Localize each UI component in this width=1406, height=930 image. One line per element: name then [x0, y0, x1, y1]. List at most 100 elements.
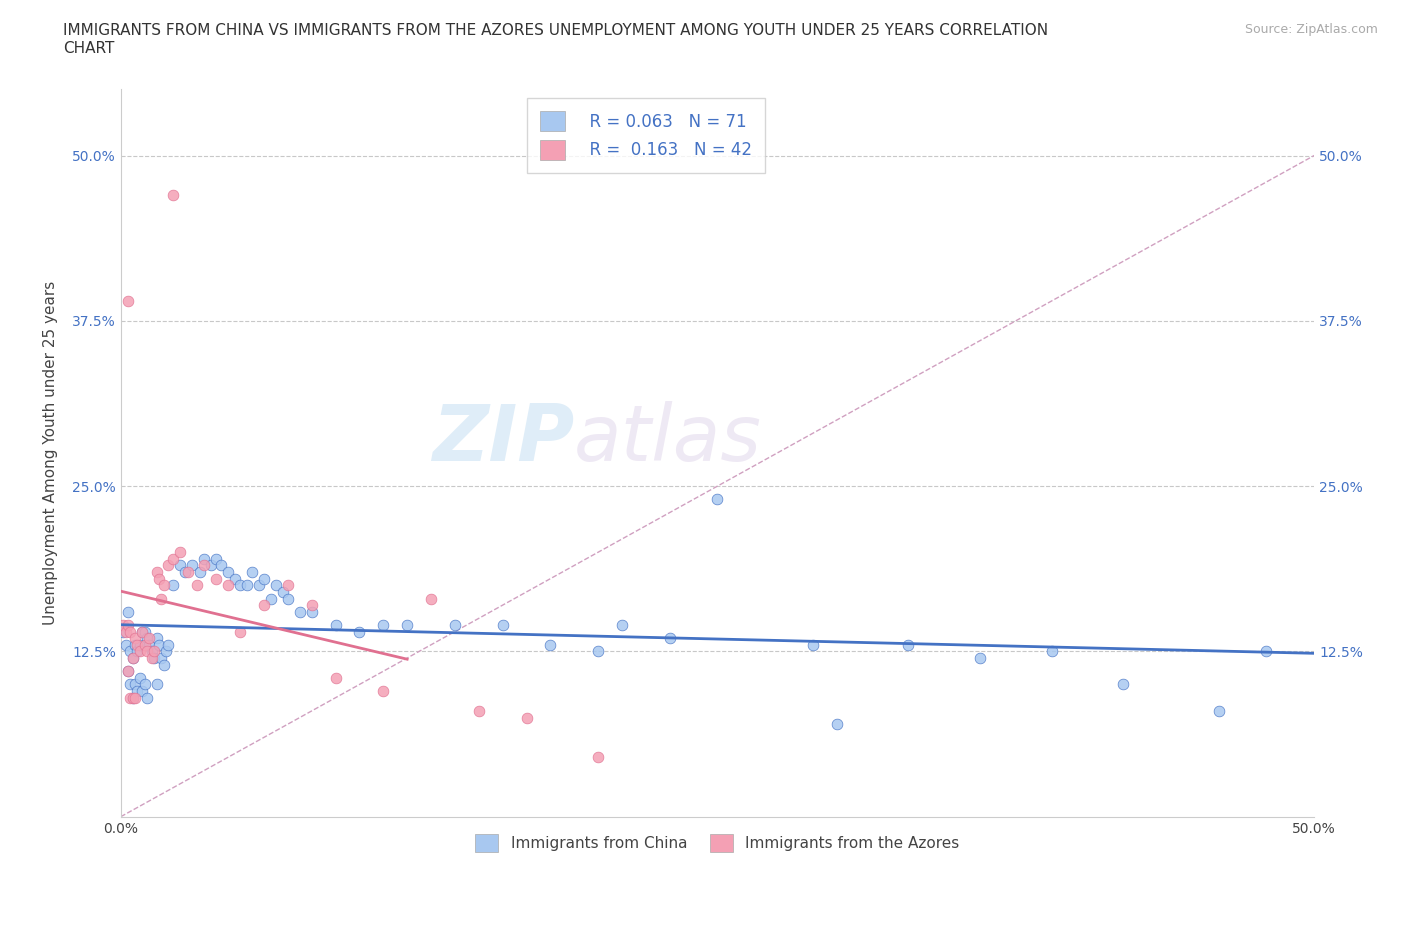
Point: [117, 664, 139, 679]
Point: [658, 631, 681, 645]
Point: [162, 551, 184, 566]
Point: [128, 671, 150, 685]
Point: [897, 637, 920, 652]
Point: [131, 624, 153, 639]
Point: [288, 604, 311, 619]
Point: [240, 565, 263, 579]
Point: [801, 637, 824, 652]
Point: [131, 684, 153, 698]
Point: [117, 294, 139, 309]
Point: [134, 624, 156, 639]
Point: [121, 690, 143, 705]
Point: [148, 637, 170, 652]
Point: [120, 644, 142, 658]
Point: [205, 571, 228, 586]
Point: [205, 551, 228, 566]
Point: [209, 558, 232, 573]
Point: [141, 644, 163, 658]
Point: [271, 584, 294, 599]
Point: [200, 558, 222, 573]
Point: [162, 188, 184, 203]
Point: [420, 591, 443, 606]
Point: [112, 624, 135, 639]
Point: [152, 658, 174, 672]
Point: [136, 631, 159, 645]
Point: [224, 571, 246, 586]
Point: [131, 624, 153, 639]
Point: [150, 651, 173, 666]
Point: [586, 750, 609, 764]
Point: [1208, 703, 1230, 718]
Point: [260, 591, 283, 606]
Point: [124, 637, 146, 652]
Point: [264, 578, 287, 592]
Point: [176, 565, 198, 579]
Point: [117, 604, 139, 619]
Point: [825, 717, 848, 732]
Point: [515, 711, 537, 725]
Point: [127, 644, 149, 658]
Point: [373, 618, 395, 632]
Point: [120, 677, 142, 692]
Point: [121, 651, 143, 666]
Point: [396, 618, 419, 632]
Point: [114, 624, 136, 639]
Point: [277, 578, 299, 592]
Point: [188, 565, 211, 579]
Point: [610, 618, 633, 632]
Point: [127, 637, 149, 652]
Point: [128, 637, 150, 652]
Point: [120, 624, 142, 639]
Point: [538, 637, 561, 652]
Point: [373, 684, 395, 698]
Y-axis label: Unemployment Among Youth under 25 years: Unemployment Among Youth under 25 years: [44, 281, 58, 625]
Point: [134, 637, 156, 652]
Text: atlas: atlas: [574, 401, 762, 476]
Point: [301, 604, 323, 619]
Point: [145, 631, 167, 645]
Point: [169, 558, 191, 573]
Point: [145, 677, 167, 692]
Point: [114, 637, 136, 652]
Point: [301, 598, 323, 613]
Point: [120, 690, 142, 705]
Point: [186, 578, 208, 592]
Text: IMMIGRANTS FROM CHINA VS IMMIGRANTS FROM THE AZORES UNEMPLOYMENT AMONG YOUTH UND: IMMIGRANTS FROM CHINA VS IMMIGRANTS FROM…: [63, 23, 1049, 56]
Point: [143, 651, 166, 666]
Point: [134, 677, 156, 692]
Point: [277, 591, 299, 606]
Text: ZIP: ZIP: [432, 401, 574, 476]
Point: [152, 578, 174, 592]
Point: [143, 644, 166, 658]
Point: [247, 578, 270, 592]
Text: Source: ZipAtlas.com: Source: ZipAtlas.com: [1244, 23, 1378, 36]
Point: [217, 578, 239, 592]
Point: [157, 558, 180, 573]
Point: [349, 624, 371, 639]
Point: [174, 565, 197, 579]
Point: [138, 631, 160, 645]
Point: [169, 545, 191, 560]
Point: [141, 651, 163, 666]
Point: [193, 558, 215, 573]
Point: [121, 690, 143, 705]
Point: [1256, 644, 1278, 658]
Point: [1040, 644, 1063, 658]
Point: [127, 684, 149, 698]
Point: [138, 637, 160, 652]
Point: [325, 618, 347, 632]
Point: [112, 618, 135, 632]
Point: [157, 637, 180, 652]
Point: [155, 644, 177, 658]
Point: [253, 598, 276, 613]
Point: [136, 690, 159, 705]
Point: [193, 551, 215, 566]
Point: [444, 618, 467, 632]
Point: [128, 644, 150, 658]
Point: [162, 578, 184, 592]
Point: [236, 578, 259, 592]
Point: [217, 565, 239, 579]
Point: [468, 703, 491, 718]
Point: [325, 671, 347, 685]
Point: [148, 571, 170, 586]
